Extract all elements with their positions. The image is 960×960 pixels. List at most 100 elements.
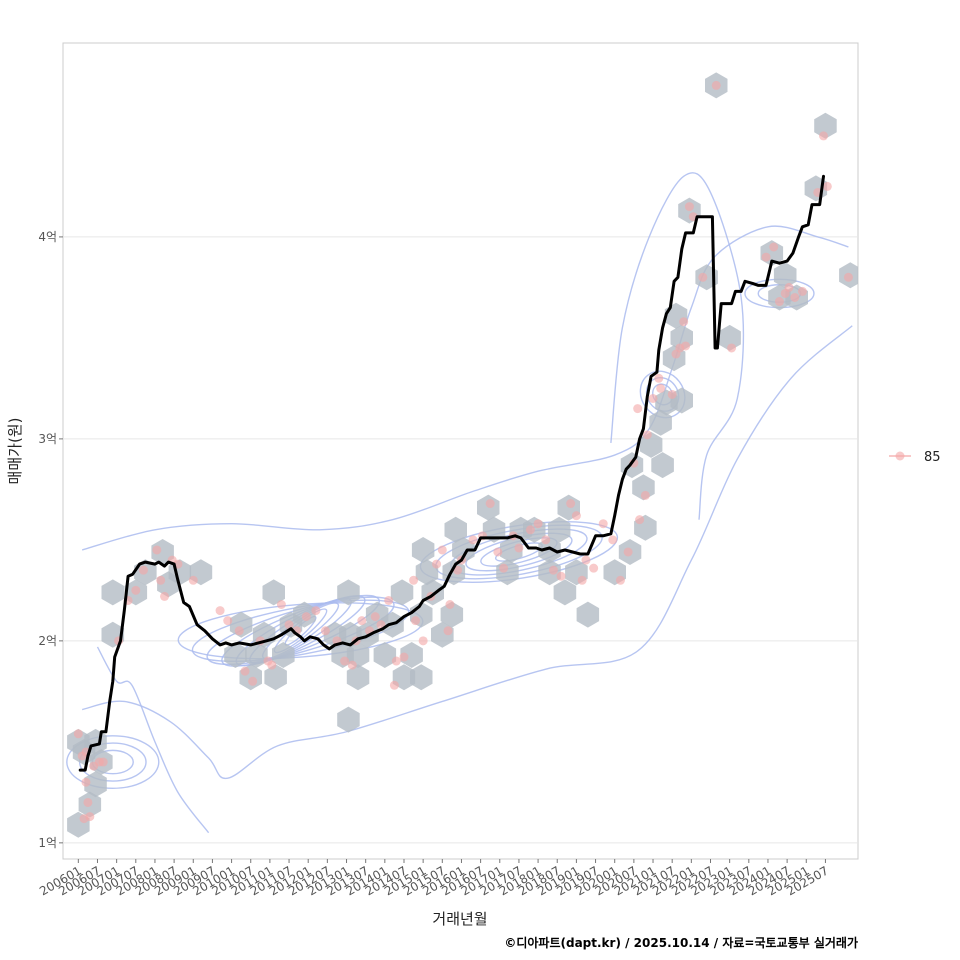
scatter-point bbox=[843, 272, 853, 282]
caption: ©디아파트(dapt.kr) / 2025.10.14 / 자료=국토교통부 실… bbox=[504, 935, 858, 950]
scatter-point bbox=[774, 297, 784, 307]
hex-bin bbox=[84, 771, 107, 798]
scatter-point bbox=[410, 616, 420, 626]
scatter-point bbox=[581, 555, 591, 565]
hex-bin bbox=[444, 516, 467, 543]
hex-bin bbox=[410, 664, 433, 691]
scatter-point bbox=[215, 606, 225, 616]
density-contour bbox=[66, 735, 160, 790]
hex-bin bbox=[500, 537, 523, 563]
scatter-point bbox=[188, 575, 198, 585]
scatter-point bbox=[684, 202, 694, 212]
trend-line-layer bbox=[78, 174, 825, 772]
density-contour-outer bbox=[610, 172, 745, 520]
scatter-point bbox=[138, 565, 148, 575]
scatter-point bbox=[267, 660, 277, 670]
hex-bin bbox=[272, 642, 295, 668]
scatter-point bbox=[623, 547, 633, 557]
scatter-point bbox=[432, 559, 442, 569]
hex-bin bbox=[373, 642, 397, 668]
scatter-point bbox=[357, 616, 367, 626]
scatter-point bbox=[399, 652, 409, 662]
hex-bin bbox=[337, 579, 360, 606]
hex-bin bbox=[651, 452, 674, 479]
scatter-point bbox=[681, 341, 691, 351]
scatter-point bbox=[240, 666, 250, 676]
scatter-point bbox=[797, 286, 807, 296]
scatter-point bbox=[389, 680, 399, 690]
scatter-point bbox=[248, 676, 258, 686]
scatter-point bbox=[98, 757, 108, 767]
scatter-point bbox=[301, 612, 311, 622]
scatter-point bbox=[131, 585, 141, 595]
scatter-point bbox=[667, 389, 677, 399]
scatter-point bbox=[589, 563, 599, 573]
hex-bin bbox=[440, 601, 464, 628]
scatter-point bbox=[223, 616, 233, 626]
legend-key-point bbox=[895, 451, 905, 461]
scatter-point bbox=[548, 565, 558, 575]
scatter-point bbox=[790, 292, 800, 302]
data-layer bbox=[66, 72, 858, 838]
hex-bin bbox=[814, 112, 837, 139]
trend-line bbox=[78, 174, 825, 772]
y-axis: 1억 2억 3억 4억 bbox=[38, 230, 63, 850]
scatter-point bbox=[391, 656, 401, 666]
scatter-point bbox=[727, 343, 737, 353]
y-tick-label: 3억 bbox=[38, 432, 57, 446]
scatter-point bbox=[409, 575, 419, 585]
scatter-point bbox=[698, 272, 708, 282]
scatter-point bbox=[347, 660, 357, 670]
scatter-point bbox=[437, 545, 447, 555]
hex-bin bbox=[553, 579, 577, 606]
scatter-point bbox=[633, 404, 643, 414]
hex-bin bbox=[224, 642, 247, 668]
hex-bin bbox=[101, 579, 125, 606]
scatter-point bbox=[418, 636, 428, 646]
scatter-point bbox=[311, 606, 321, 616]
scatter-point bbox=[85, 812, 95, 822]
scatter-point bbox=[445, 600, 455, 610]
scatter-point bbox=[499, 563, 509, 573]
scatter-point bbox=[761, 252, 771, 262]
y-tick-label: 4억 bbox=[38, 230, 57, 244]
y-tick-label: 1억 bbox=[38, 836, 57, 850]
plot-panel bbox=[62, 42, 859, 860]
scatter-point bbox=[654, 373, 664, 383]
legend-label: 85 bbox=[924, 450, 941, 465]
scatter-point bbox=[635, 515, 645, 525]
scatter-point bbox=[577, 575, 587, 585]
hex-bin bbox=[452, 537, 475, 563]
scatter-point bbox=[648, 393, 658, 403]
scatter-point bbox=[73, 729, 83, 739]
scatter-point bbox=[615, 575, 625, 585]
y-axis-title: 매매가(원) bbox=[6, 418, 24, 485]
scatter-point bbox=[152, 545, 162, 555]
scatter-point bbox=[83, 797, 93, 807]
scatter-point bbox=[156, 575, 166, 585]
grid-layer bbox=[63, 236, 858, 844]
hex-bin bbox=[262, 579, 285, 606]
scatter-point bbox=[822, 181, 832, 191]
scatter-point bbox=[525, 525, 535, 535]
x-axis-title: 거래년월 bbox=[432, 910, 487, 928]
scatter-point bbox=[556, 571, 566, 581]
density-contour-outer bbox=[96, 646, 210, 834]
scatter-point bbox=[640, 490, 650, 500]
density-contour-outer bbox=[81, 225, 849, 551]
hex-bin bbox=[773, 262, 797, 289]
scatter-point bbox=[320, 626, 330, 636]
scatter-point bbox=[468, 535, 478, 545]
hex-bin bbox=[718, 324, 741, 351]
hex-bin bbox=[547, 516, 571, 543]
scatter-point bbox=[819, 131, 829, 141]
scatter-point bbox=[533, 519, 543, 529]
scatter-point bbox=[679, 317, 689, 327]
hex-bin bbox=[337, 706, 360, 733]
hex-bin bbox=[411, 537, 435, 563]
scatter-point bbox=[514, 543, 524, 553]
scatter-point bbox=[656, 383, 666, 393]
hex-bin bbox=[346, 664, 370, 691]
hex-bin bbox=[400, 642, 423, 668]
